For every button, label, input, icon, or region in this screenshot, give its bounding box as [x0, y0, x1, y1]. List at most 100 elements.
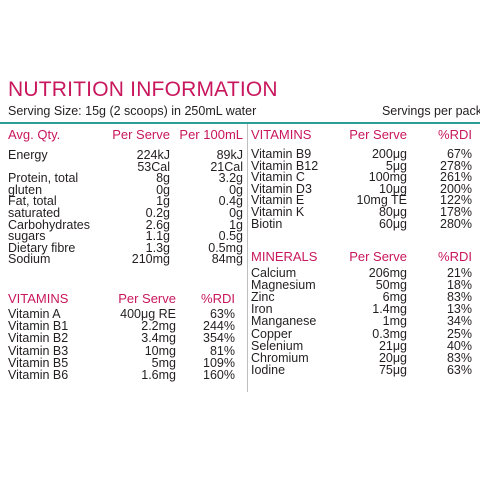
right_vitamins-header-serve: Per Serve: [349, 127, 407, 142]
left_table-row-name: saturated: [8, 206, 61, 220]
minerals-row-name: Zinc: [251, 290, 275, 305]
left_table-row-name: Fat, total: [8, 194, 57, 209]
left_table-row-name: Energy: [8, 148, 48, 162]
left_vitamins-row-third: 63%: [209, 307, 235, 321]
left_table-row-name: Dietary fibre: [8, 240, 76, 255]
right_vitamins-row-name: Vitamin K: [251, 205, 305, 219]
left_vitamins-row-name: Vitamin B1: [8, 319, 69, 334]
left_table-row-third: 0.5mg: [208, 240, 243, 255]
left_vitamins-row-name: Vitamin B5: [8, 355, 69, 370]
right_vitamins-row-name: Vitamin E: [251, 193, 305, 208]
minerals-row-third: 13%: [446, 302, 472, 317]
right_vitamins-row-name: Biotin: [251, 216, 283, 231]
left_vitamins-row-serve: 5mg: [151, 355, 176, 370]
left_table-row-serve: 210mg: [131, 252, 170, 267]
minerals-row-serve: 21μg: [378, 338, 407, 353]
left_vitamins-row-serve: 2.2mg: [141, 319, 176, 334]
left_table-row-name: Protein, total: [8, 171, 79, 186]
left_table-row-serve: 8g: [156, 171, 170, 186]
left_vitamins-header-third: %RDI: [201, 291, 235, 306]
left_vitamins-row-third: 160%: [203, 368, 235, 382]
right_vitamins-header-name: VITAMINS: [251, 127, 312, 142]
minerals-row-serve: 50mg: [375, 278, 407, 293]
left_table-row-name: gluten: [8, 182, 43, 197]
left_table-row-third: 0.5g: [218, 229, 243, 244]
minerals-header-third: %RDI: [438, 249, 472, 264]
right_vitamins-row-serve: 10μg: [378, 181, 407, 196]
right_vitamins-row-serve: 80μg: [378, 205, 407, 219]
minerals-row-name: Manganese: [251, 314, 317, 329]
left_vitamins-row-third: 81%: [209, 343, 235, 358]
right_vitamins-row-third: 122%: [440, 193, 472, 208]
minerals-row-third: 25%: [446, 326, 472, 341]
left_table-header-name: Avg. Qty.: [8, 127, 61, 142]
minerals-row-serve: 1.4mg: [372, 302, 407, 317]
left_table-row-serve: 0g: [156, 182, 170, 197]
left_vitamins-row-name: Vitamin B2: [8, 331, 69, 346]
left_table-row-third: 89kJ: [216, 148, 243, 162]
minerals-row-name: Selenium: [251, 338, 304, 353]
right_vitamins-row-serve: 100mg: [368, 170, 407, 185]
left_table-row-name: Sodium: [8, 252, 51, 267]
left_table-row-serve: 1.3g: [145, 240, 170, 255]
left_table-row-third: 1g: [229, 217, 243, 232]
left_vitamins-row-name: Vitamin B6: [8, 368, 69, 382]
minerals-row-third: 63%: [446, 362, 472, 377]
serving-size: Serving Size: 15g (2 scoops) in 250mL wa…: [8, 104, 257, 118]
right_vitamins-row-third: 278%: [440, 158, 472, 173]
left_vitamins-row-name: Vitamin A: [8, 307, 61, 321]
left_table-header-serve: Per Serve: [112, 127, 170, 142]
minerals-row-serve: 1mg: [382, 314, 407, 329]
column-divider: [247, 124, 248, 392]
right_vitamins-header-third: %RDI: [438, 127, 472, 142]
left_vitamins-row-serve: 1.6mg: [141, 368, 176, 382]
right_vitamins-row-name: Vitamin B9: [251, 147, 312, 161]
right_vitamins-row-third: 67%: [446, 147, 472, 161]
nutrition-title: NUTRITION INFORMATION: [8, 78, 278, 101]
minerals-row-third: 21%: [446, 266, 472, 280]
servings-per-pack: Servings per pack: [381, 104, 480, 118]
left_table-row-third: 3.2g: [218, 171, 243, 186]
minerals-header-serve: Per Serve: [349, 249, 407, 264]
left_table-row-third: 84mg: [211, 252, 243, 267]
left_table-row-third: 0.4g: [218, 194, 243, 209]
header-rule: [0, 122, 480, 124]
right_vitamins-row-name: Vitamin B12: [251, 158, 319, 173]
left_table-row-serve: 53Cal: [137, 159, 170, 174]
right_vitamins-row-serve: 60μg: [378, 216, 407, 231]
left_vitamins-header-serve: Per Serve: [118, 291, 176, 306]
left_table-row-serve: 0.2g: [145, 206, 170, 220]
left_vitamins-row-serve: 3.4mg: [141, 331, 176, 346]
minerals-row-serve: 0.3mg: [372, 326, 407, 341]
right_vitamins-row-serve: 5μg: [385, 158, 407, 173]
left_table-row-serve: 1g: [156, 194, 170, 209]
left_vitamins-row-serve: 400μg RE: [120, 307, 176, 321]
minerals-row-name: Calcium: [251, 266, 297, 280]
left_vitamins-row-serve: 10mg: [144, 343, 176, 358]
left_table-row-serve: 224kJ: [136, 148, 170, 162]
minerals-row-serve: 75μg: [378, 362, 407, 377]
left_table-row-third: 0g: [229, 182, 243, 197]
minerals-row-third: 40%: [446, 338, 472, 353]
left_table-row-serve: 2.6g: [145, 217, 170, 232]
left_table-row-name: Carbohydrates: [8, 217, 90, 232]
minerals-row-name: Iodine: [251, 362, 286, 377]
left_vitamins-header-name: VITAMINS: [8, 291, 69, 306]
left_table-row-serve: 1.1g: [145, 229, 170, 244]
left_vitamins-row-name: Vitamin B3: [8, 343, 69, 358]
minerals-row-name: Iron: [251, 302, 273, 317]
minerals-row-name: Copper: [251, 326, 292, 341]
left_vitamins-row-third: 354%: [203, 331, 235, 346]
right_vitamins-row-name: Vitamin C: [251, 170, 305, 185]
minerals-row-serve: 6mg: [382, 290, 407, 305]
minerals-row-name: Chromium: [251, 350, 309, 365]
left_table-row-third: 21Cal: [210, 159, 243, 174]
left_table-row-name: sugars: [8, 229, 46, 244]
minerals-row-third: 34%: [446, 314, 472, 329]
minerals-row-serve: 206mg: [368, 266, 407, 280]
right_vitamins-row-name: Vitamin D3: [251, 181, 312, 196]
left_vitamins-row-third: 244%: [203, 319, 235, 334]
minerals-header-name: MINERALS: [251, 249, 318, 264]
left_vitamins-row-third: 109%: [203, 355, 235, 370]
right_vitamins-row-third: 261%: [440, 170, 472, 185]
